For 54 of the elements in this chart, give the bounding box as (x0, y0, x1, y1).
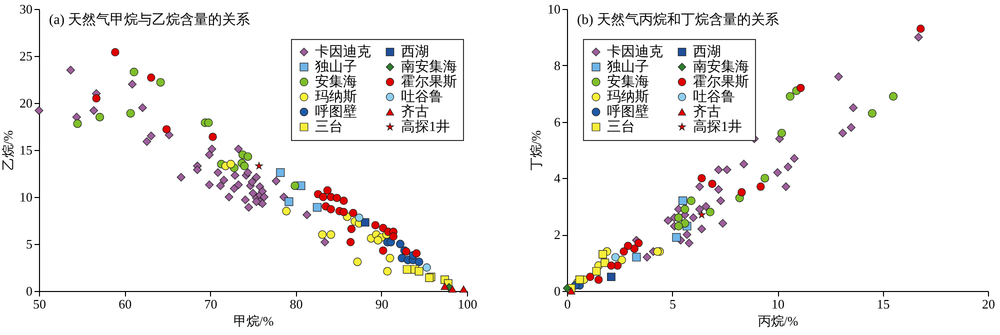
legend-label: 玛纳斯 (315, 89, 357, 105)
legend-label: 卡因迪克 (607, 44, 663, 60)
legend-label: 玛纳斯 (607, 89, 649, 105)
y-tick-label: 10 (20, 190, 32, 204)
legend-label: 南安集海 (693, 59, 749, 75)
legend-label: 卡因迪克 (315, 44, 371, 60)
y-tick-label: 20 (20, 96, 32, 110)
legend-label: 霍尔果斯 (401, 74, 457, 90)
legend-label: 独山子 (315, 59, 357, 75)
x-axis-title: 丙烷/% (758, 314, 798, 328)
legend-label: 高探1井 (401, 119, 450, 135)
y-tick-label: 4 (554, 170, 561, 186)
legend-label: 吐谷鲁 (401, 89, 443, 105)
x-tick-label: 60 (118, 296, 132, 312)
y-tick-label: 8 (554, 58, 560, 73)
y-tick-label: 15 (20, 142, 32, 158)
y-axis-title: 乙烷/% (0, 130, 16, 171)
x-tick-label: 90 (375, 296, 388, 312)
legend-label: 呼图壁 (607, 104, 649, 120)
y-tick-label: 10 (548, 2, 560, 16)
x-tick-label: 0 (564, 296, 571, 312)
x-tick-label: 15 (876, 296, 890, 312)
x-tick-label: 50 (33, 296, 46, 312)
legend-label: 安集海 (607, 74, 649, 90)
x-tick-label: 5 (670, 296, 676, 312)
chart-title: (a) 天然气甲烷与乙烷含量的关系 (49, 12, 250, 28)
x-tick-label: 20 (982, 296, 995, 312)
x-tick-label: 100 (458, 296, 478, 312)
legend-label: 齐古 (693, 104, 721, 120)
legend-label: 霍尔果斯 (693, 74, 749, 90)
legend-label: 三台 (607, 119, 635, 135)
legend-label: 西湖 (401, 44, 429, 60)
x-axis-title: 甲烷/% (233, 314, 274, 328)
y-axis-title: 丁烷/% (528, 130, 544, 171)
y-tick-label: 5 (26, 236, 32, 252)
legend-label: 独山子 (607, 59, 649, 75)
y-tick-label: 25 (20, 48, 32, 64)
legend-label: 安集海 (315, 74, 357, 90)
y-tick-label: 30 (20, 2, 32, 16)
x-tick-label: 70 (204, 296, 218, 312)
legend-label: 三台 (315, 119, 343, 135)
legend-label: 吐谷鲁 (693, 89, 735, 105)
legend-label: 呼图壁 (315, 104, 357, 120)
legend-label: 高探1井 (693, 119, 742, 135)
y-tick-label: 0 (554, 284, 560, 298)
legend-label: 西湖 (693, 44, 721, 60)
legend-label: 齐古 (401, 104, 429, 120)
legend-label: 南安集海 (401, 59, 457, 75)
chart-title: (b) 天然气丙烷和丁烷含量的关系 (577, 12, 779, 28)
y-tick-label: 6 (554, 114, 561, 130)
y-tick-label: 0 (26, 284, 32, 298)
y-tick-label: 2 (554, 227, 560, 242)
x-tick-label: 80 (290, 296, 303, 312)
x-tick-label: 10 (772, 296, 784, 312)
